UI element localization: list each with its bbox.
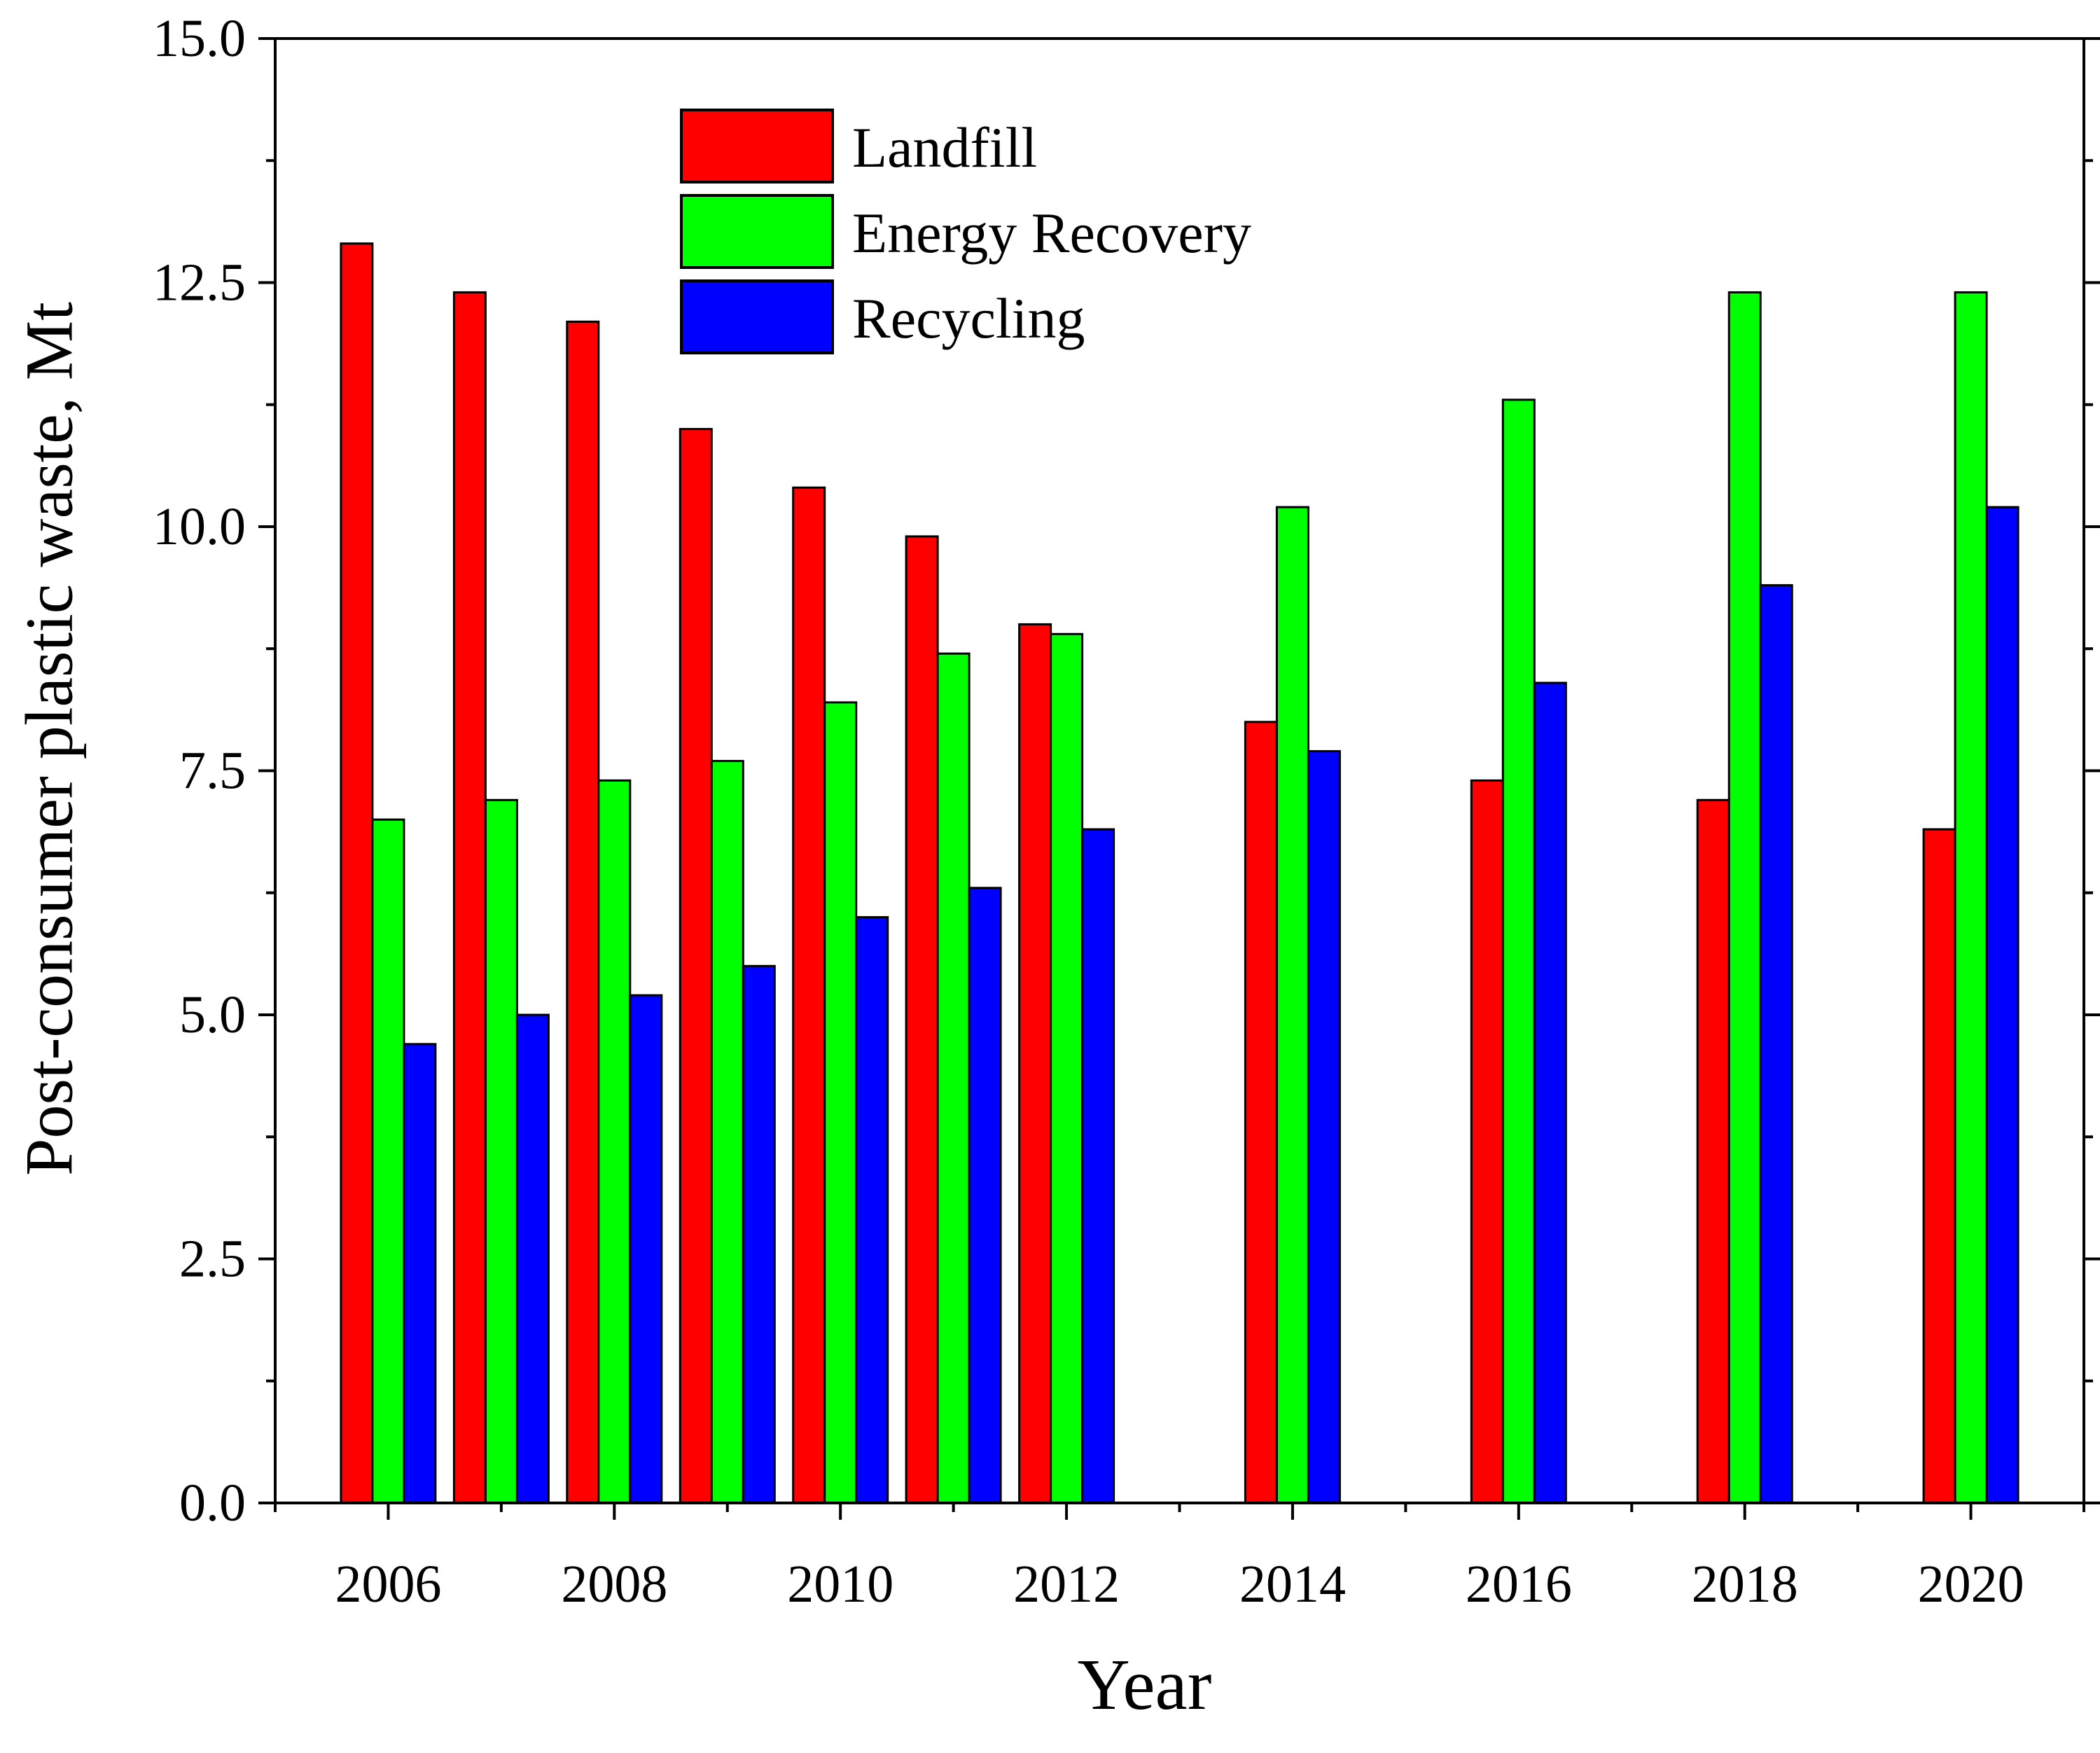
- bar-recycling-2009: [742, 964, 776, 1504]
- bar-recycling-2010: [855, 916, 889, 1504]
- bars-layer: [340, 242, 2019, 1504]
- bar-energy-recovery-2010: [823, 701, 858, 1504]
- bar-recycling-2016: [1533, 681, 1567, 1504]
- bar-landfill-2007: [452, 291, 487, 1504]
- y-tick-label: 5.0: [179, 985, 246, 1044]
- bar-recycling-2011: [968, 887, 1002, 1504]
- bar-energy-recovery-2020: [1954, 291, 1988, 1504]
- bar-landfill-2009: [679, 428, 713, 1504]
- y-axis-title: Post-consumer plastic waste, Mt: [12, 302, 87, 1176]
- bar-energy-recovery-2006: [371, 818, 405, 1504]
- y-tick-label: 15.0: [153, 9, 246, 68]
- x-tick-label: 2016: [1466, 1555, 1572, 1614]
- bar-recycling-2006: [403, 1043, 437, 1504]
- bar-energy-recovery-2016: [1501, 399, 1536, 1504]
- legend-label-landfill: Landfill: [852, 116, 1037, 179]
- bar-energy-recovery-2012: [1050, 632, 1084, 1504]
- x-tick-label: 2006: [335, 1555, 441, 1614]
- bar-recycling-2014: [1307, 750, 1341, 1504]
- y-tick-label: 10.0: [153, 497, 246, 556]
- bar-landfill-2011: [905, 535, 939, 1504]
- bar-energy-recovery-2018: [1727, 291, 1762, 1504]
- y-tick-label: 7.5: [179, 742, 246, 801]
- bar-landfill-2012: [1018, 623, 1052, 1504]
- bar-landfill-2018: [1696, 798, 1730, 1504]
- bar-landfill-2010: [792, 486, 826, 1504]
- bar-energy-recovery-2009: [710, 760, 744, 1504]
- y-tick-label: 0.0: [179, 1474, 246, 1532]
- y-tick-label: 2.5: [179, 1230, 246, 1289]
- bar-energy-recovery-2007: [484, 798, 518, 1504]
- bar-recycling-2012: [1081, 828, 1115, 1504]
- bar-energy-recovery-2014: [1275, 506, 1309, 1504]
- bar-energy-recovery-2011: [936, 652, 971, 1504]
- bar-recycling-2020: [1985, 506, 2019, 1504]
- bar-energy-recovery-2008: [597, 779, 632, 1504]
- bar-landfill-2014: [1244, 721, 1278, 1504]
- x-tick-label: 2018: [1692, 1555, 1798, 1614]
- x-tick-label: 2008: [561, 1555, 667, 1614]
- axes-layer: 0.0 2.5 5.0 7.5 10.0 12.5 15.0 2006 2008 2010 2012…: [153, 9, 2100, 1614]
- legend-swatch-landfill: [680, 109, 834, 183]
- legend: Landfill Energy Recovery Recycling: [680, 109, 1251, 354]
- bar-recycling-2007: [515, 1013, 550, 1504]
- x-axis-title: Year: [1078, 1644, 1212, 1725]
- bar-recycling-2018: [1759, 584, 1793, 1504]
- bar-landfill-2006: [340, 242, 374, 1504]
- legend-label-recycling: Recycling: [852, 286, 1085, 350]
- bar-recycling-2008: [629, 994, 663, 1504]
- legend-label-energy-recovery: Energy Recovery: [852, 201, 1251, 265]
- legend-swatch-energy-recovery: [680, 194, 834, 269]
- x-tick-label: 2012: [1013, 1555, 1120, 1614]
- bar-landfill-2016: [1470, 779, 1504, 1504]
- bar-landfill-2020: [1922, 828, 1956, 1504]
- x-tick-label: 2010: [787, 1555, 893, 1614]
- x-tick-label: 2014: [1239, 1555, 1346, 1614]
- bar-landfill-2008: [566, 320, 600, 1504]
- legend-swatch-recycling: [680, 279, 834, 354]
- y-tick-label: 12.5: [153, 254, 246, 312]
- x-tick-label: 2020: [1918, 1555, 2024, 1614]
